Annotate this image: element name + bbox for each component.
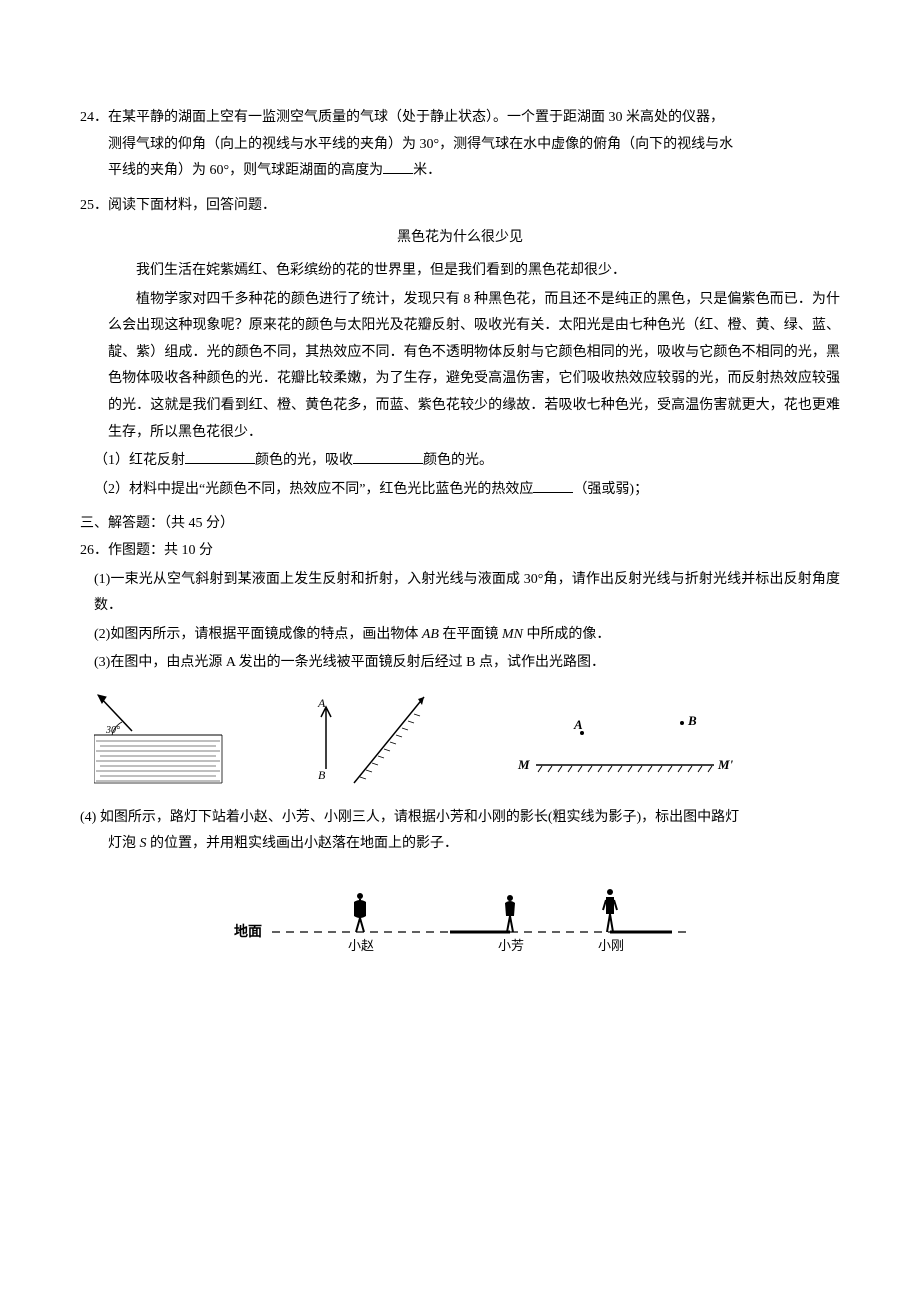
fig4-name1: 小赵 [348,938,374,953]
q25-p1: 我们生活在姹紫嫣红、色彩缤纷的花的世界里，但是我们看到的黑色花却很少． [108,258,840,285]
q25-p2: 植物学家对四千多种花的颜色进行了统计，发现只有 8 种黑色花，而且还不是纯正的黑… [108,287,840,447]
q26-2-post: 中所成的像． [523,627,611,642]
fig2-a: A [317,696,326,710]
q25-1-pre: （1）红花反射 [94,453,185,468]
fig3-m: M [517,757,530,772]
q25-1-mid: 颜色的光，吸收 [255,453,353,468]
q26-2-mid: 在平面镜 [439,627,502,642]
q25-1-post: 颜色的光。 [423,453,493,468]
q24-l3pre: 平线的夹角）为 60°，则气球距湖面的高度为 [108,163,383,178]
figure-mirror-image: A B [294,691,444,791]
fig4-name2: 小芳 [498,938,524,953]
q25-1-blank1 [185,449,255,464]
figure-points-mirror: A B M M' [514,711,744,791]
q25-2-post: （强或弱)； [573,482,648,497]
fig4-ground: 地面 [234,923,262,940]
q25-1-blank2 [353,449,423,464]
q24-l3post: 米． [413,163,441,178]
q24-blank [383,159,413,174]
q24-l1: 在某平静的湖面上空有一监测空气质量的气球（处于静止状态）。一个置于距湖面 30 … [108,110,724,125]
figures-row: 30° [94,691,840,791]
q26-2-pre: (2)如图丙所示，请根据平面镜成像的特点，画出物体 [94,627,422,642]
q26-4-post: 的位置，并用粗实线画出小赵落在地面上的影子． [147,836,459,851]
fig3-b: B [687,713,697,728]
q25-2-pre: （2）材料中提出“光颜色不同，热效应不同”，红色光比蓝色光的热效应 [94,482,533,497]
q25-intro: 阅读下面材料，回答问题． [108,198,276,213]
q25-number: 25． [80,198,108,213]
q26-2-ab: AB [422,627,439,642]
figure-streetlight: 地面 小赵 小芳 [220,874,700,964]
q24-l2: 测得气球的仰角（向上的视线与水平线的夹角）为 30°，测得气球在水中虚像的俯角（… [108,137,733,152]
q26-4-mid: 灯泡 [108,836,140,851]
fig3-a: A [573,717,583,732]
q26-3: (3)在图中，由点光源 A 发出的一条光线被平面镜反射后经过 B 点，试作出光路… [94,655,605,670]
fig1-angle: 30° [105,725,120,736]
fig3-m2: M' [717,757,734,772]
q26-1: (1)一束光从空气斜射到某液面上发生反射和折射，入射光线与液面成 30°角，请作… [94,572,840,614]
passage-title: 黑色花为什么很少见 [80,225,840,252]
figure-refraction: 30° [94,691,224,791]
q26-number: 26． [80,543,108,558]
fig2-b: B [318,768,326,782]
fig4-name3: 小刚 [598,938,624,953]
q26-4-s: S [140,836,147,851]
q26-header: 作图题：共 10 分 [108,543,213,558]
q24-number: 24． [80,110,108,125]
section3-header: 三、解答题：（共 45 分） [80,511,840,538]
q25-2-blank [533,478,573,493]
q26-2-mn: MN [502,627,523,642]
q26-4-pre: (4) 如图所示，路灯下站着小赵、小芳、小刚三人，请根据小芳和小刚的影长(粗实线… [80,810,739,825]
